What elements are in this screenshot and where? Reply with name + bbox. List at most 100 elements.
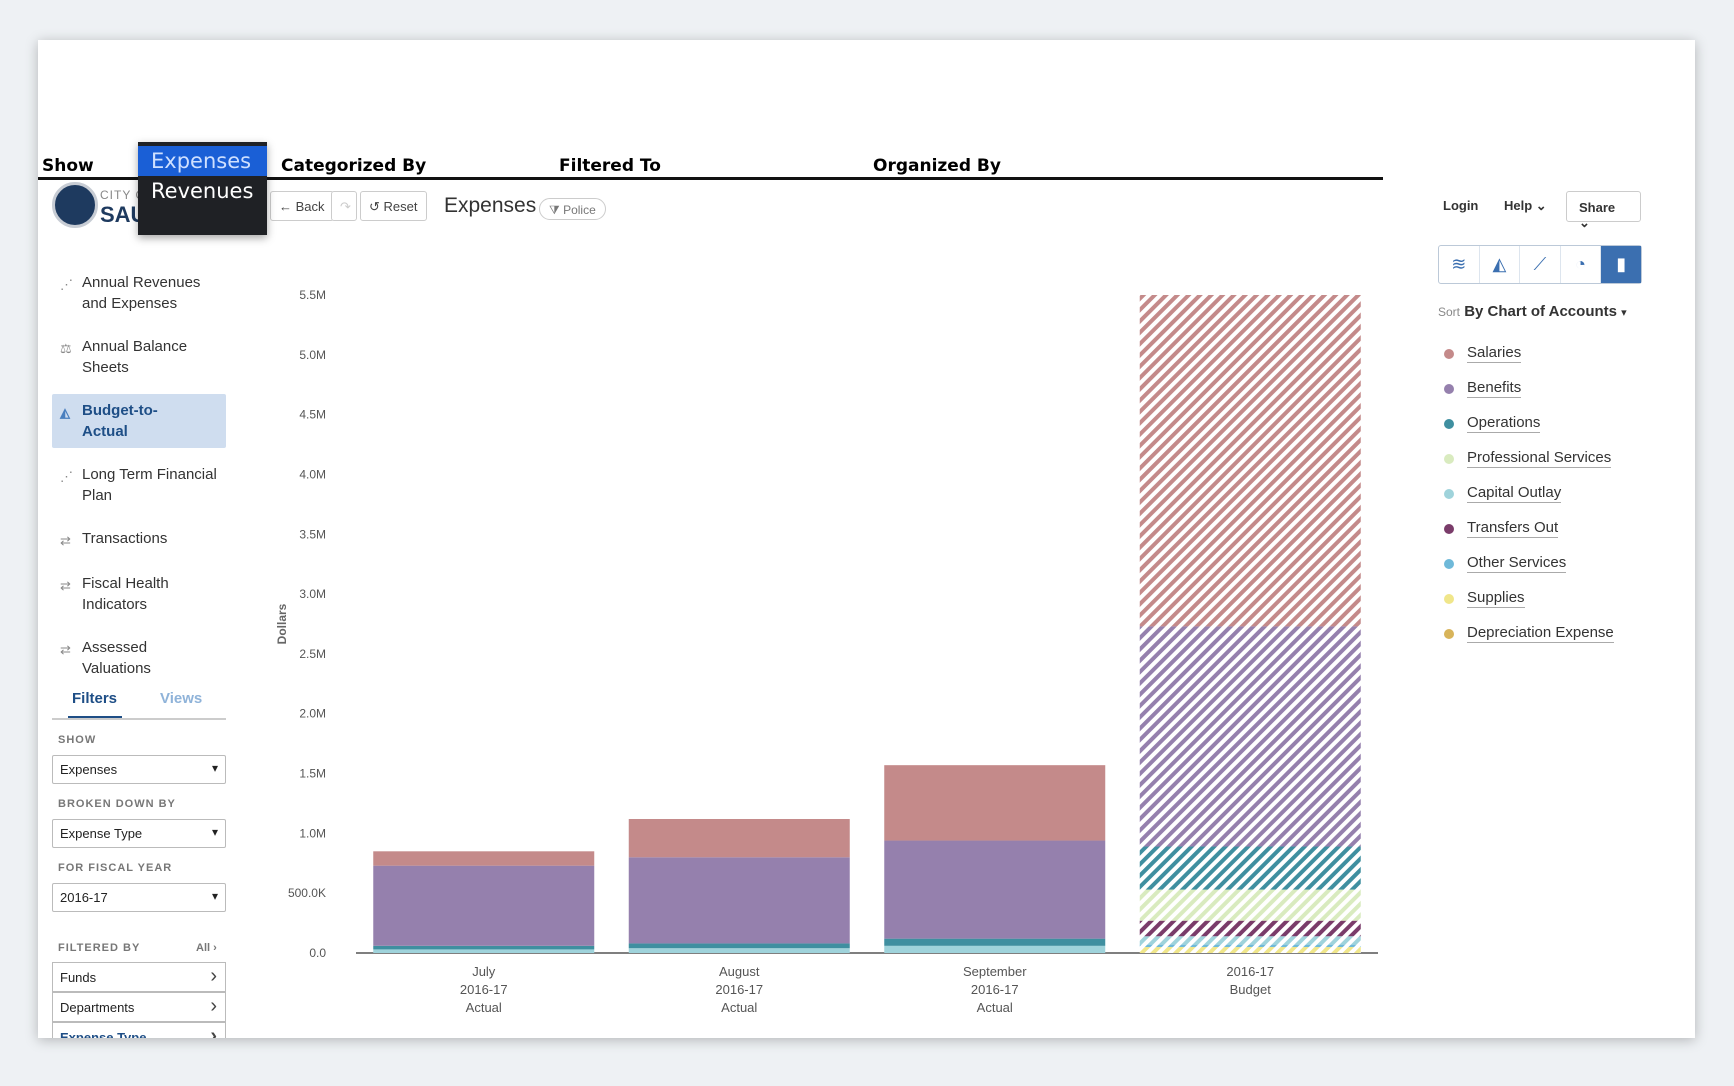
bar-segment[interactable]	[373, 949, 595, 953]
fiscal-year-select[interactable]: 2016-17	[52, 883, 226, 912]
stream-chart-icon[interactable]: ≋	[1439, 246, 1480, 283]
y-tick-label: 4.0M	[299, 467, 326, 481]
nav-transactions[interactable]: ⇄ Transactions	[52, 522, 226, 557]
nav-label: Annual Balance Sheets	[82, 338, 188, 376]
bar-segment[interactable]	[628, 819, 850, 858]
balance-scale-icon: ⚖	[60, 341, 72, 356]
pill-label: Police	[563, 203, 596, 217]
nav-long-term-plan[interactable]: ⋰ Long Term Financial Plan	[52, 458, 226, 512]
y-tick-label: 2.5M	[299, 647, 326, 661]
x-tick-label: 2016-17	[971, 982, 1019, 997]
reset-icon: ↺	[369, 199, 380, 214]
redo-icon: ↷	[340, 199, 351, 214]
bar-segment[interactable]	[1139, 947, 1361, 953]
y-tick-label: 3.0M	[299, 587, 326, 601]
city-seal-logo[interactable]	[52, 182, 98, 228]
help-menu[interactable]: Help ⌄	[1504, 198, 1547, 214]
dropdown-option-revenues[interactable]: Revenues	[151, 179, 254, 203]
legend-swatch	[1444, 628, 1454, 639]
legend-label: Professional Services	[1467, 449, 1612, 468]
back-button[interactable]: ← Back	[270, 191, 334, 221]
bar-segment[interactable]	[373, 865, 595, 946]
page-title: Expenses	[444, 194, 537, 217]
sidebar-nav: ⋰ Annual Revenues and Expenses ⚖ Annual Ba…	[52, 266, 226, 695]
bar-segment[interactable]	[373, 945, 595, 950]
help-label: Help	[1504, 198, 1533, 213]
pie-chart-icon[interactable]: ◔	[1561, 246, 1602, 283]
back-label: Back	[295, 199, 325, 214]
legend-item[interactable]: Transfers Out	[1444, 511, 1614, 546]
reset-button[interactable]: ↺ Reset	[360, 191, 427, 221]
show-section-label: SHOW	[58, 734, 97, 746]
forward-button[interactable]: ↷	[331, 191, 357, 221]
transfer-icon: ⇄	[60, 578, 71, 593]
bar-segment[interactable]	[884, 840, 1106, 939]
show-select[interactable]: Expenses	[52, 755, 226, 784]
tab-filters[interactable]: Filters	[72, 690, 118, 707]
bar-segment[interactable]	[1139, 889, 1361, 921]
app-window: Show Categorized By Filtered To Organize…	[38, 40, 1695, 1038]
y-tick-label: 3.5M	[299, 527, 326, 541]
share-label: Share	[1579, 200, 1616, 215]
filter-row-expense-type[interactable]: Expense Type	[52, 1022, 226, 1038]
bar-segment[interactable]	[628, 857, 850, 944]
bar-segment[interactable]	[884, 938, 1106, 946]
legend-item[interactable]: Capital Outlay	[1444, 476, 1614, 511]
legend-item[interactable]: Salaries	[1444, 336, 1614, 371]
legend-swatch	[1444, 418, 1454, 429]
legend-item[interactable]: Operations	[1444, 406, 1614, 441]
reset-label: Reset	[383, 199, 418, 214]
broken-down-select[interactable]: Expense Type	[52, 819, 226, 848]
line-chart-icon[interactable]: ⟋	[1520, 246, 1561, 283]
nav-annual-revenues[interactable]: ⋰ Annual Revenues and Expenses	[52, 266, 226, 320]
legend-swatch	[1444, 383, 1454, 394]
sort-prefix: Sort	[1438, 305, 1461, 319]
bar-chart-icon[interactable]: ▮	[1601, 246, 1641, 283]
dropdown-option-expenses[interactable]: Expenses	[138, 146, 267, 176]
nav-label: Fiscal Health Indicators	[82, 575, 169, 613]
legend-label: Depreciation Expense	[1467, 624, 1614, 643]
bar-segment[interactable]	[1139, 920, 1361, 937]
nav-assessed-valuations[interactable]: ⇄ Assessed Valuations	[52, 631, 226, 685]
legend-item[interactable]: Benefits	[1444, 371, 1614, 406]
nav-label: Budget-to-Actual	[82, 402, 158, 440]
sort-control[interactable]: Sort By Chart of Accounts ▾	[1438, 303, 1627, 320]
share-button[interactable]: Share ⌄	[1566, 191, 1641, 230]
bar-segment[interactable]	[884, 945, 1106, 953]
bar-segment[interactable]	[1139, 936, 1361, 945]
legend-swatch	[1444, 453, 1454, 464]
y-tick-label: 2.0M	[299, 707, 326, 721]
bar-segment[interactable]	[884, 765, 1106, 841]
tab-views[interactable]: Views	[160, 690, 203, 707]
legend-item[interactable]: Other Services	[1444, 546, 1614, 581]
all-label: All	[196, 942, 211, 954]
legend-item[interactable]: Depreciation Expense	[1444, 616, 1614, 651]
all-filters-link[interactable]: All ›	[196, 942, 217, 954]
x-tick-label: 2016-17	[715, 982, 763, 997]
budget-bar-chart: 0.0 500.0K 1.0M 1.5M 2.0M 2.5M 3.0M 3.5M 4.0M 4.5…	[275, 288, 1378, 1015]
area-chart-icon[interactable]: ◭	[1480, 246, 1521, 283]
bar-segment[interactable]	[373, 851, 595, 866]
bar-segment[interactable]	[1139, 944, 1361, 948]
x-tick-label: Actual	[977, 1000, 1013, 1015]
legend-swatch	[1444, 488, 1454, 499]
bar-segment[interactable]	[628, 948, 850, 953]
x-tick-label: Budget	[1230, 982, 1272, 997]
filtered-to-label: Filtered To	[559, 156, 661, 176]
filter-pill[interactable]: ⧩ Police	[539, 198, 606, 220]
bar-segment[interactable]	[1139, 295, 1361, 627]
legend-item[interactable]: Supplies	[1444, 581, 1614, 616]
bar-segment[interactable]	[1139, 846, 1361, 890]
nav-fiscal-health[interactable]: ⇄ Fiscal Health Indicators	[52, 567, 226, 621]
nav-balance-sheets[interactable]: ⚖ Annual Balance Sheets	[52, 330, 226, 384]
login-link[interactable]: Login	[1443, 198, 1479, 213]
scatter-icon: ⋰	[60, 277, 73, 292]
bar-segment[interactable]	[1139, 626, 1361, 847]
nav-label: Assessed Valuations	[82, 639, 151, 677]
x-tick-label: August	[719, 964, 760, 979]
nav-budget-to-actual[interactable]: ◭ Budget-to-Actual	[52, 394, 226, 448]
chart-legend: Salaries Benefits Operations Professional S…	[1444, 336, 1614, 651]
bar-segment[interactable]	[628, 943, 850, 949]
filtered-by-label: FILTERED BY	[58, 942, 141, 954]
legend-item[interactable]: Professional Services	[1444, 441, 1614, 476]
